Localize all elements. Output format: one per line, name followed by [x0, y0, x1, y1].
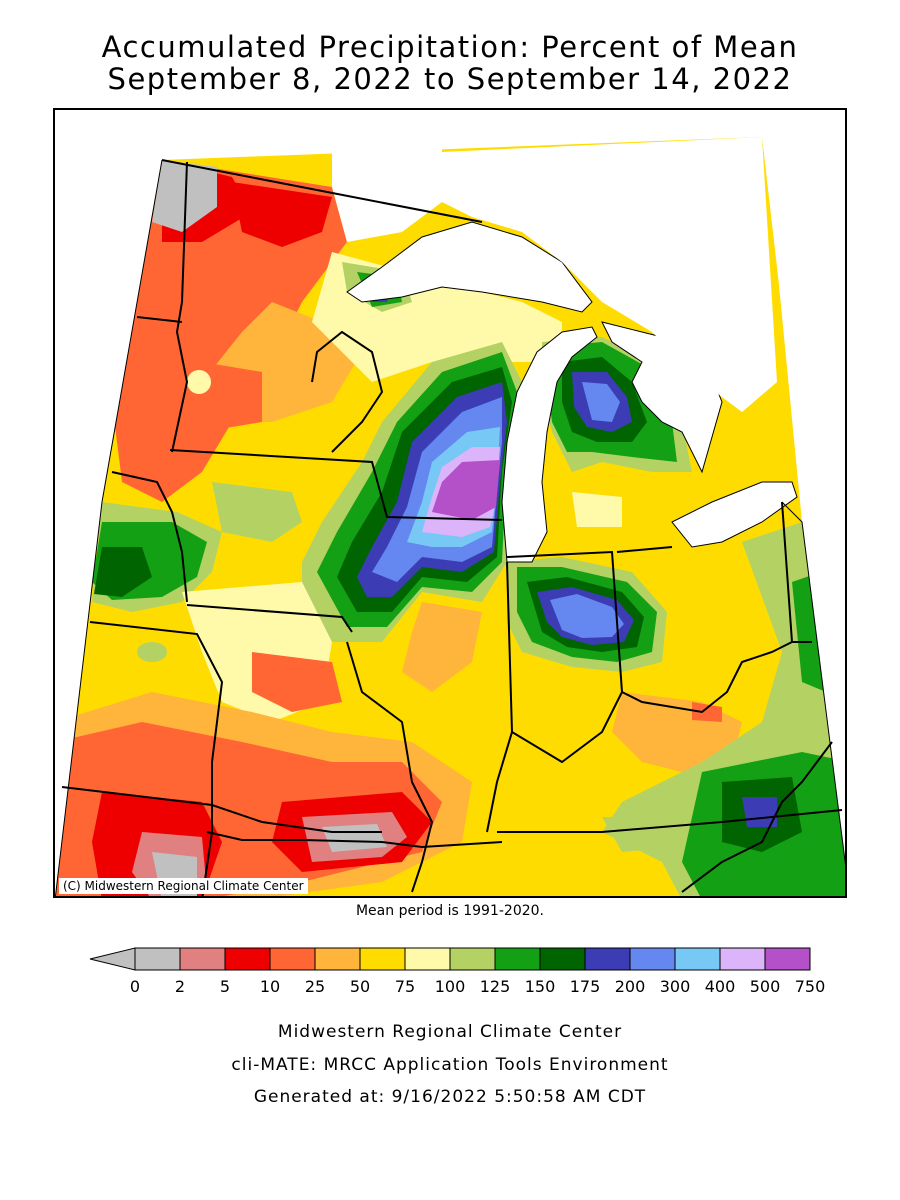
legend-tick-label: 150: [525, 977, 556, 996]
legend-swatch: [134, 947, 181, 971]
legend-swatch: [269, 947, 316, 971]
legend-tick-label: 400: [705, 977, 736, 996]
legend-tick-label: 75: [395, 977, 415, 996]
map-date-range: September 8, 2022 to September 14, 2022: [107, 62, 793, 96]
footer-organization: Midwestern Regional Climate Center: [277, 1022, 623, 1042]
legend-swatch: [629, 947, 676, 971]
lake-michigan: [501, 326, 598, 563]
lake-superior: [346, 221, 593, 313]
legend-tick-label: 300: [660, 977, 691, 996]
footer-generated: Generated at: 9/16/2022 5:50:58 AM CDT: [253, 1087, 647, 1107]
legend-tick-label: 200: [615, 977, 646, 996]
legend-swatch: [179, 947, 226, 971]
footer-tool: cli-MATE: MRCC Application Tools Environ…: [231, 1055, 669, 1075]
legend-swatch: [404, 947, 451, 971]
legend-swatch: [359, 947, 406, 971]
legend-swatch: [584, 947, 631, 971]
legend-swatch: [494, 947, 541, 971]
lake-erie: [671, 481, 798, 548]
legend-tick-label: 500: [750, 977, 781, 996]
state-boundaries: [61, 159, 843, 896]
legend-swatch: [539, 947, 586, 971]
legend-swatch: [224, 947, 271, 971]
color-legend: 0 2 5 10 25 50 75 100 125 150 175 200 300 400 500 750: [89, 947, 826, 996]
legend-tick-label: 50: [350, 977, 370, 996]
legend-swatch: [719, 947, 766, 971]
legend-tick-label: 0: [130, 977, 140, 996]
map-graphic: [55, 110, 845, 896]
legend-tick-label: 5: [220, 977, 230, 996]
mean-period-note: Mean period is 1991-2020.: [355, 903, 545, 919]
legend-tick-label: 25: [305, 977, 325, 996]
legend-arrow: [89, 947, 136, 971]
legend-tick-label: 10: [260, 977, 280, 996]
map-title: Accumulated Precipitation: Percent of Me…: [101, 30, 799, 64]
legend-swatch: [764, 947, 811, 971]
legend-tick-label: 175: [570, 977, 601, 996]
canada-area: [442, 137, 777, 412]
legend-tick-label: 100: [435, 977, 466, 996]
legend-swatch: [314, 947, 361, 971]
legend-tick-label: 750: [795, 977, 826, 996]
precipitation-map: (C) Midwestern Regional Climate Center: [53, 108, 847, 898]
copyright-label: (C) Midwestern Regional Climate Center: [59, 878, 308, 894]
legend-tick-label: 125: [480, 977, 511, 996]
legend-tick-label: 2: [175, 977, 185, 996]
region-dry-northwest: [112, 160, 347, 502]
legend-swatch: [674, 947, 721, 971]
legend-swatch: [449, 947, 496, 971]
